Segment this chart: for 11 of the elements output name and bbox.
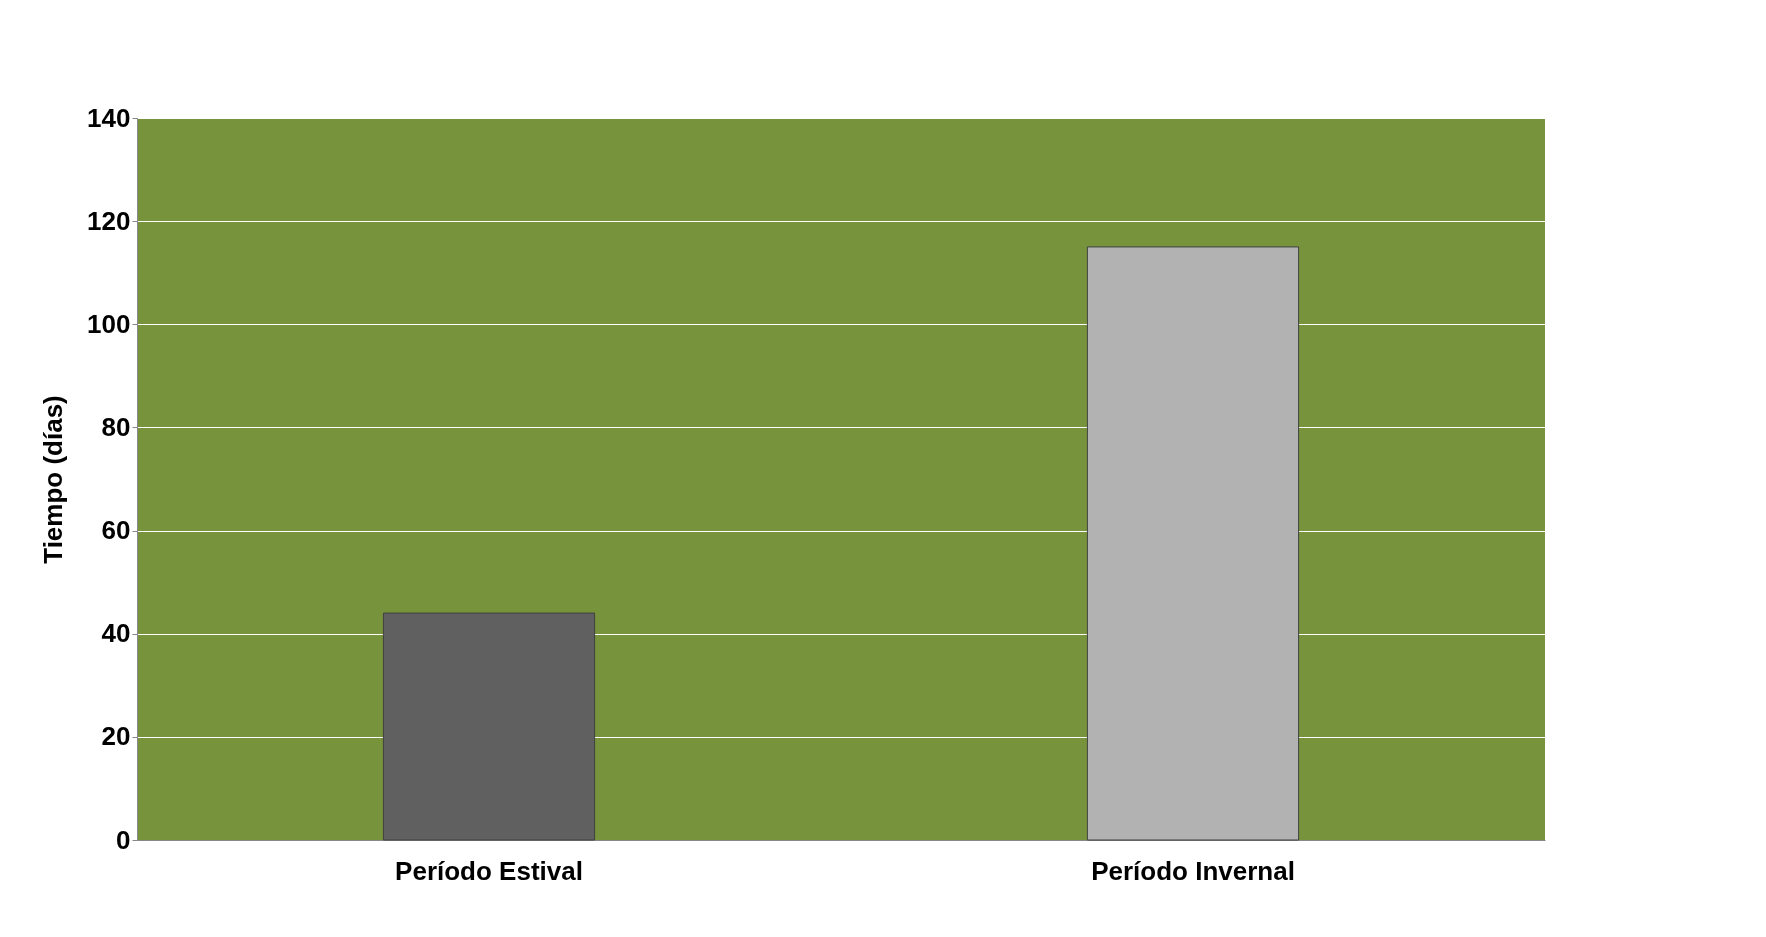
y-tick-label: 40	[101, 618, 131, 649]
x-tick-label: Período Estival	[395, 855, 583, 886]
y-tick-label: 20	[101, 721, 131, 752]
y-tick-label: 140	[87, 102, 131, 133]
y-tick-label: 60	[101, 515, 131, 546]
y-axis-title: Tiempo (días)	[38, 395, 69, 564]
y-tick-label: 120	[87, 205, 131, 236]
y-tick-label: 100	[87, 308, 131, 339]
y-tick-label: 0	[116, 824, 131, 855]
x-tick-label: Período Invernal	[1091, 855, 1295, 886]
y-tick-label: 80	[101, 411, 131, 442]
